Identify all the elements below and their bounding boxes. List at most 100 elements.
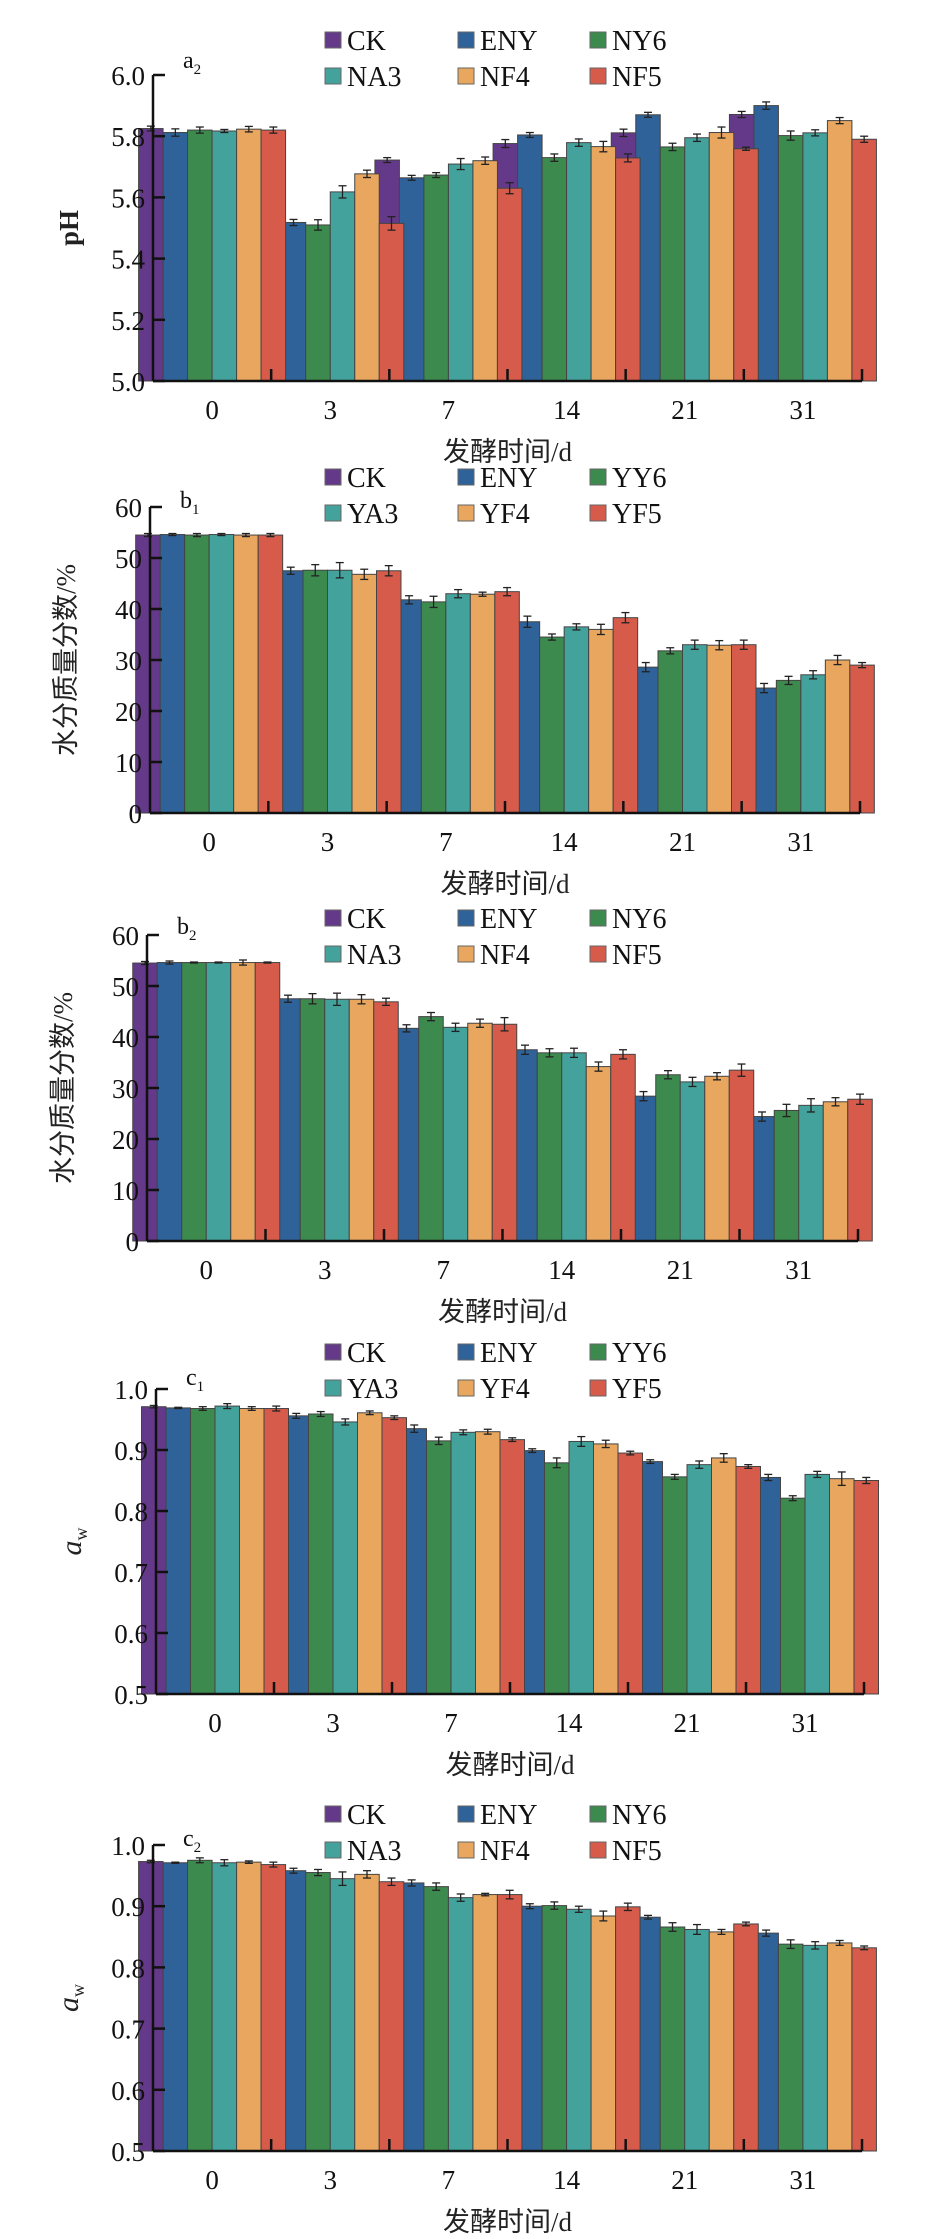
- error-bar-CK-7: [383, 156, 392, 164]
- bar-YA3-14: [568, 1440, 594, 1695]
- bar-NF4-21: [708, 1931, 735, 2152]
- error-bar-ENY-0: [165, 960, 174, 965]
- bar-NF4-14: [585, 1066, 612, 1242]
- legend-label: ENY: [480, 463, 538, 494]
- error-bar-NA3-7: [456, 157, 465, 171]
- error-bar-NF4-0: [239, 959, 247, 966]
- error-bar-NA3-21: [688, 1076, 697, 1088]
- bar-YY6-21: [657, 650, 683, 814]
- legend-item-NA3: NA3: [324, 940, 401, 971]
- error-bar-ENY-7: [410, 1424, 419, 1433]
- error-bar-YA3-14: [577, 1435, 586, 1447]
- bar-ENY-0: [162, 132, 189, 382]
- legend-label: NA3: [347, 1836, 401, 1867]
- legend: CK ENY NY6 NA3 NF4 NF5: [324, 1800, 666, 1867]
- legend-swatch: [457, 31, 475, 49]
- legend-swatch: [324, 1841, 342, 1859]
- error-bar-ENY-7: [405, 595, 414, 605]
- error-bar-NA3-14: [574, 1905, 583, 1913]
- error-bar-NF5-7: [505, 1889, 514, 1900]
- error-bar-NY6-21: [668, 1922, 677, 1932]
- bar-NF5-14: [615, 157, 641, 382]
- y-tick-label: 50: [115, 544, 142, 574]
- y-tick-label: 1.0: [114, 1375, 148, 1405]
- panel-label: c2: [183, 1826, 201, 1856]
- bar-YF5-21: [735, 1465, 761, 1695]
- error-bar-ENY-7: [407, 1879, 416, 1887]
- legend-swatch: [457, 468, 475, 486]
- x-tick-label: 3: [321, 827, 335, 857]
- error-bar-YF5-0: [266, 532, 275, 538]
- x-tick-label: 7: [442, 2165, 456, 2195]
- legend-item-CK: CK: [324, 463, 386, 494]
- error-bar-YA3-7: [454, 588, 463, 599]
- legend-swatch: [457, 1379, 475, 1397]
- error-bar-YF4-14: [596, 623, 605, 636]
- y-tick-label: 40: [112, 1023, 139, 1053]
- legend-item-YA3: YA3: [324, 1374, 398, 1405]
- error-bar-NA3-0: [220, 128, 229, 134]
- error-bar-YF4-0: [247, 1406, 256, 1411]
- legend-item-NY6: NY6: [589, 26, 666, 57]
- y-tick-label: 30: [112, 1074, 139, 1104]
- bar-NY6-7: [418, 1016, 444, 1242]
- y-tick-label: 0.8: [114, 1497, 148, 1527]
- error-bar-NA3-7: [456, 1893, 465, 1902]
- legend-label: NA3: [347, 62, 401, 93]
- legend-swatch: [589, 909, 607, 927]
- bar-NF4-21: [708, 132, 735, 382]
- y-tick-label: 0.5: [111, 2137, 145, 2167]
- error-bar-NY6-14: [550, 153, 559, 162]
- legend-swatch: [324, 1805, 342, 1823]
- bar-YA3-31: [800, 674, 826, 814]
- error-bar-ENY-21: [646, 1459, 655, 1465]
- legend-label: NF5: [612, 62, 662, 93]
- error-bar-NF5-7: [505, 182, 514, 195]
- bar-NA3-14: [561, 1052, 587, 1242]
- legend-item-NF4: NF4: [457, 1836, 530, 1867]
- x-tick-label: 14: [548, 1255, 576, 1285]
- bar-NA3-31: [802, 132, 828, 382]
- bar-ENY-0: [156, 962, 183, 1242]
- bar-YF4-7: [469, 593, 496, 814]
- error-bar-YF4-7: [478, 591, 487, 597]
- panel-label: a2: [183, 48, 201, 78]
- error-bar-NF5-21: [742, 146, 750, 151]
- bar-YA3-3: [327, 569, 353, 814]
- error-bar-NF4-21: [717, 126, 726, 139]
- legend-item-NF5: NF5: [589, 1836, 662, 1867]
- error-bar-YF5-14: [626, 1450, 635, 1456]
- legend-swatch: [589, 67, 607, 85]
- y-tick-label: 0.8: [111, 1953, 145, 1983]
- bar-YA3-14: [563, 626, 590, 814]
- bar-NY6-7: [423, 174, 449, 382]
- error-bar-YY6-7: [429, 595, 438, 609]
- panel-label: b2: [177, 914, 197, 944]
- legend-item-YY6: YY6: [589, 1338, 666, 1369]
- error-bar-NF4-14: [594, 1061, 603, 1072]
- bar-YF5-7: [494, 591, 520, 814]
- error-bar-YY6-3: [311, 563, 320, 577]
- legend-swatch: [457, 1343, 475, 1361]
- x-tick-label: 0: [202, 827, 216, 857]
- legend-swatch: [589, 468, 607, 486]
- legend-label: NF5: [612, 1836, 662, 1867]
- error-bar-NA3-3: [333, 992, 341, 1007]
- error-bar-NY6-21: [664, 1070, 672, 1080]
- y-tick-label: 0: [129, 799, 143, 829]
- error-bar-ENY-14: [523, 615, 532, 629]
- bar-NF4-3: [348, 998, 375, 1242]
- bar-NY6-21: [659, 1926, 686, 2152]
- error-bar-YF5-21: [744, 1463, 753, 1469]
- bar-NF4-31: [826, 1942, 853, 2152]
- x-tick-label: 31: [785, 1255, 812, 1285]
- y-tick-label: 0.7: [114, 1558, 148, 1588]
- x-tick-label: 21: [671, 395, 698, 425]
- legend-label: YF4: [480, 1374, 530, 1405]
- bar-NF4-3: [354, 173, 380, 382]
- error-bar-ENY-7: [407, 174, 416, 181]
- bar-NF5-14: [615, 1906, 641, 2152]
- error-bar-YA3-3: [341, 1418, 350, 1426]
- legend-swatch: [324, 468, 342, 486]
- error-bar-NF5-21: [737, 1063, 746, 1077]
